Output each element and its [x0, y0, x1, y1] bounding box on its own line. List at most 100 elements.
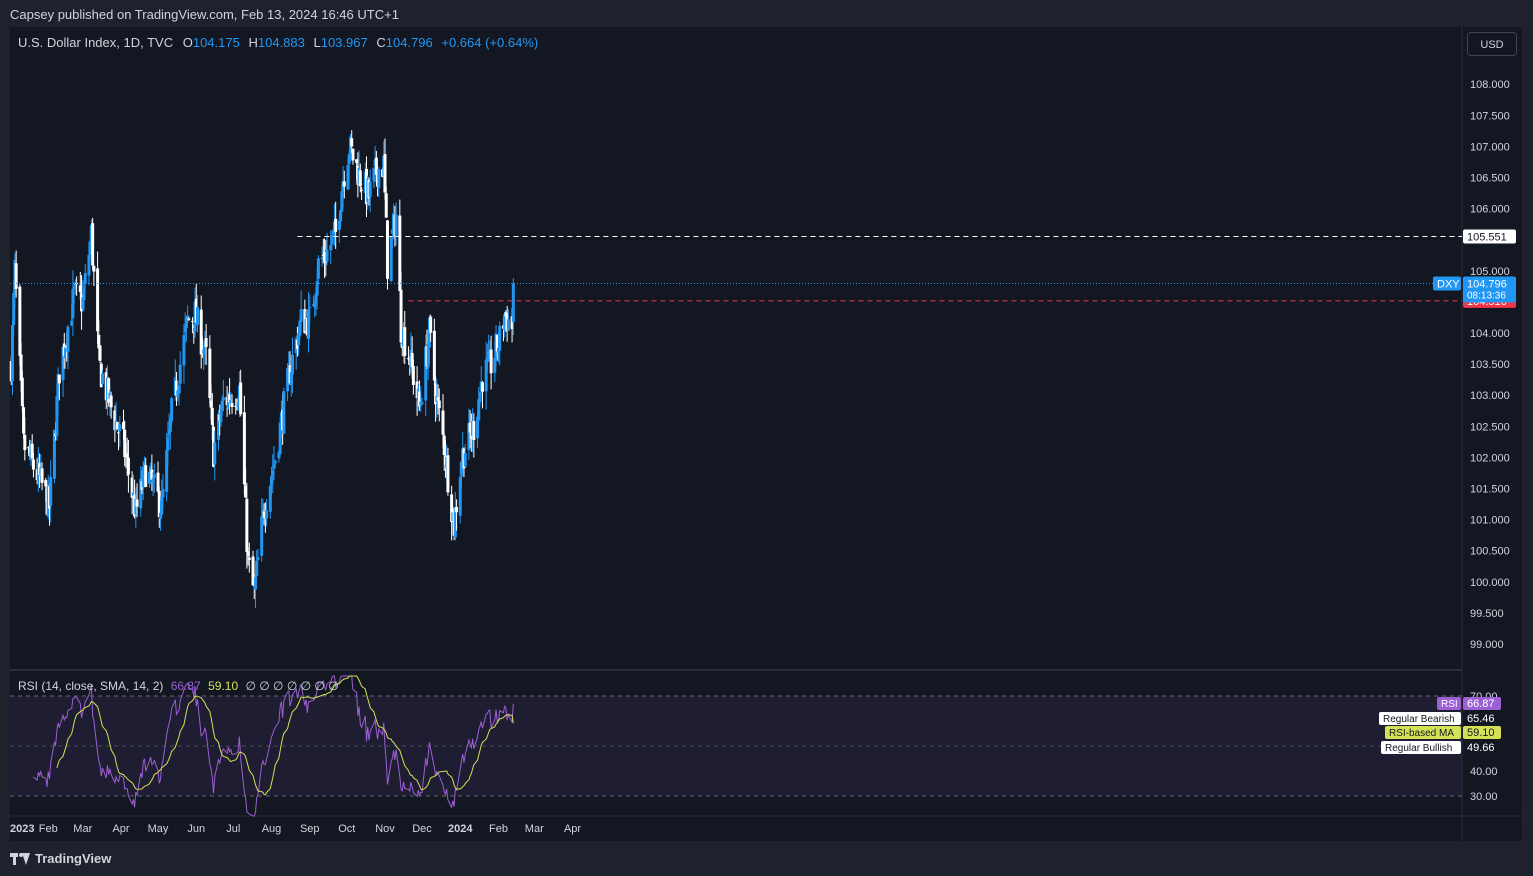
candle-body	[347, 154, 351, 164]
candle	[383, 138, 387, 200]
time-axis-tick: Feb	[489, 823, 508, 835]
candle-body	[480, 382, 484, 392]
candle-body	[139, 478, 143, 509]
candle-body	[468, 422, 472, 433]
candle-body	[432, 330, 436, 381]
last-price-label: 104.796	[1467, 278, 1507, 290]
candle-body	[355, 159, 359, 163]
price-axis-tick: 106.500	[1470, 173, 1510, 185]
candle	[453, 491, 457, 541]
time-axis-tick: 2023	[10, 823, 34, 835]
low-value: 103.967	[320, 35, 368, 50]
resistance-price-label: 105.551	[1467, 232, 1507, 244]
candle-body	[216, 413, 220, 440]
candle-body	[166, 437, 170, 451]
candle	[487, 334, 491, 363]
candle-body	[434, 383, 438, 405]
time-axis-tick: Sep	[300, 823, 320, 835]
candle-body	[260, 516, 264, 556]
candle	[398, 199, 402, 292]
candle-body	[339, 210, 343, 222]
candle-body	[18, 286, 22, 356]
candle-body	[115, 422, 119, 430]
rsi-side-label: RSI	[1441, 699, 1458, 710]
candle-body	[358, 170, 362, 187]
candle-body	[52, 429, 56, 479]
candle	[228, 378, 232, 415]
candle-body	[418, 391, 422, 407]
time-axis-tick: Oct	[338, 823, 355, 835]
candle-body	[31, 459, 35, 470]
candle-body	[161, 488, 165, 498]
candle-body	[149, 466, 153, 471]
candle-body	[97, 334, 101, 349]
candle	[134, 487, 138, 528]
candle	[308, 294, 312, 324]
candle-body	[23, 434, 27, 451]
price-axis-tick: 106.000	[1470, 204, 1510, 216]
price-axis-tick: 101.000	[1470, 515, 1510, 527]
candle-body	[40, 468, 44, 483]
candles-group	[9, 130, 515, 608]
price-axis-tick: 105.000	[1470, 266, 1510, 278]
candle	[495, 334, 499, 361]
candle	[437, 388, 441, 422]
change-value: +0.664 (+0.64%)	[441, 35, 539, 50]
candle	[166, 421, 170, 466]
candle-body	[168, 418, 172, 432]
candle-body	[253, 577, 257, 590]
candle-body	[511, 283, 515, 323]
low-label: L	[313, 35, 321, 50]
candle	[96, 251, 100, 344]
tradingview-logo[interactable]: TradingView	[10, 851, 111, 866]
candle-body	[261, 509, 265, 514]
candle-body	[170, 398, 174, 422]
candle-body	[83, 273, 87, 284]
candle	[101, 369, 105, 387]
candle-body	[213, 442, 217, 465]
candle-body	[307, 309, 311, 339]
chart-area[interactable]	[10, 27, 1522, 841]
candle	[265, 498, 269, 527]
candle	[246, 547, 250, 566]
candle	[432, 318, 436, 386]
candle-body	[308, 307, 312, 309]
candle-body	[316, 258, 320, 279]
candle-body	[330, 234, 334, 244]
candle-body	[271, 470, 275, 476]
time-axis-tick: Dec	[412, 823, 432, 835]
candle	[325, 233, 329, 266]
candle	[351, 148, 355, 165]
candle-body	[398, 215, 402, 292]
candle-body	[498, 325, 502, 351]
price-axis-tick: 102.500	[1470, 421, 1510, 433]
candle-body	[184, 317, 188, 329]
candle-body	[297, 332, 301, 346]
candle-body	[183, 325, 187, 332]
candle	[260, 498, 264, 562]
candle-body	[403, 327, 407, 356]
candle	[20, 370, 24, 413]
candle	[144, 457, 148, 488]
candle	[202, 344, 206, 370]
candle	[230, 394, 234, 415]
candle	[242, 395, 246, 496]
candle-body	[131, 492, 135, 496]
candle	[429, 314, 433, 343]
time-axis-tick: Apr	[112, 823, 129, 835]
time-axis-tick: Aug	[262, 823, 282, 835]
candle-body	[121, 422, 125, 430]
candle-body	[70, 320, 74, 326]
candle-body	[88, 241, 92, 255]
candle	[239, 369, 243, 417]
symbol-tag-label: DXY	[1437, 278, 1460, 290]
candle	[157, 486, 161, 528]
candle	[360, 186, 364, 200]
publisher-text: Capsey published on TradingView.com, Feb…	[10, 7, 399, 22]
candle	[420, 397, 424, 406]
currency-button[interactable]: USD	[1467, 32, 1517, 56]
candle	[330, 234, 334, 250]
candle-body	[160, 496, 164, 515]
candle-body	[506, 319, 510, 331]
